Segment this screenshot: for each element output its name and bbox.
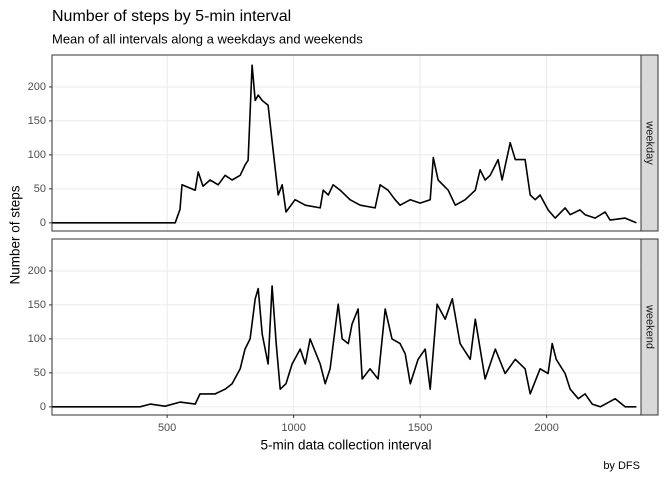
y-tick-label: 0: [40, 217, 46, 229]
strip: [640, 54, 659, 232]
x-axis-label: 5-min data collection interval: [260, 438, 431, 453]
panel-background: [52, 239, 641, 415]
data-line: [52, 64, 637, 224]
strip-label: weekend: [644, 304, 656, 349]
x-tick-label: 1000: [281, 422, 305, 434]
chart-subtitle: Mean of all intervals along a weekdays a…: [52, 31, 363, 46]
y-tick-label: 150: [28, 115, 46, 127]
x-tick-label: 500: [158, 422, 176, 434]
chart-title: Number of steps by 5-min interval: [52, 8, 291, 25]
y-axis-label: Number of steps: [8, 185, 23, 284]
y-tick-label: 50: [34, 367, 46, 379]
y-tick-label: 150: [28, 299, 46, 311]
panel-background: [52, 55, 641, 231]
data-line: [52, 285, 637, 408]
y-tick-label: 200: [28, 265, 46, 277]
y-tick-label: 100: [28, 149, 46, 161]
y-tick-label: 0: [40, 401, 46, 413]
y-tick-label: 100: [28, 333, 46, 345]
x-tick-label: 2000: [534, 422, 558, 434]
y-tick-label: 200: [28, 81, 46, 93]
strip: [640, 238, 659, 416]
y-tick-label: 50: [34, 183, 46, 195]
caption: by DFS: [603, 460, 640, 472]
strip-label: weekday: [644, 120, 656, 165]
x-tick-label: 1500: [408, 422, 432, 434]
